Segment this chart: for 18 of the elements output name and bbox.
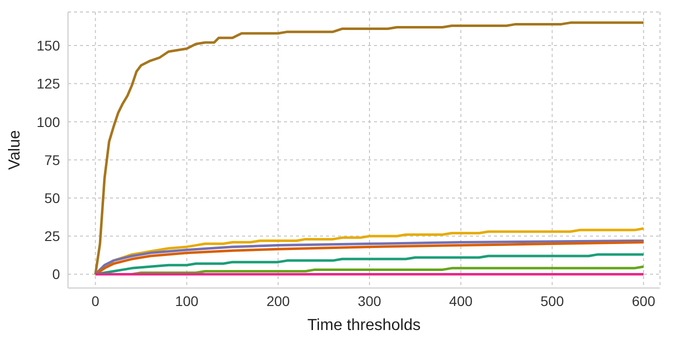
x-tick-label: 400 [449,292,473,309]
y-tick-label: 100 [36,114,60,130]
y-tick-label: 150 [36,38,60,54]
x-tick-label: 600 [632,292,656,309]
y-axis-title: Value [6,130,24,170]
y-tick-label: 125 [36,76,60,92]
y-tick-label: 50 [44,190,60,206]
x-tick-label: 200 [266,292,290,309]
x-tick-label: 500 [540,292,564,309]
x-axis-title: Time thresholds [307,317,421,334]
x-tick-label: 300 [358,292,382,309]
y-tick-label: 25 [44,228,60,244]
y-tick-label: 75 [44,152,60,168]
x-tick-label: 0 [92,292,100,309]
line-series [94,21,645,276]
y-tick-label: 0 [52,266,60,282]
x-tick-label: 100 [175,292,199,309]
line-series [94,253,645,276]
